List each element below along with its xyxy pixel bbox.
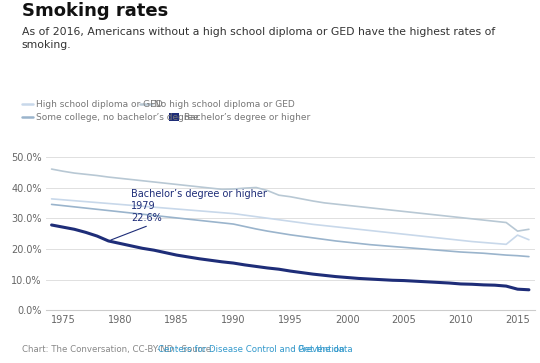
- Text: High school diploma or GED: High school diploma or GED: [36, 99, 163, 109]
- Text: Centers for Disease Control and Prevention: Centers for Disease Control and Preventi…: [158, 344, 345, 354]
- Text: Smoking rates: Smoking rates: [22, 2, 168, 20]
- Text: Bachelor’s degree or higher: Bachelor’s degree or higher: [184, 113, 310, 122]
- Text: ·: ·: [288, 344, 297, 354]
- Text: Get the data: Get the data: [298, 344, 353, 354]
- Text: No high school diploma or GED: No high school diploma or GED: [154, 99, 295, 109]
- Text: Some college, no bachelor’s degree: Some college, no bachelor’s degree: [36, 113, 199, 122]
- Text: Chart: The Conversation, CC-BY-ND · Source:: Chart: The Conversation, CC-BY-ND · Sour…: [22, 344, 217, 354]
- Text: As of 2016, Americans without a high school diploma or GED have the highest rate: As of 2016, Americans without a high sch…: [22, 27, 495, 50]
- Text: Bachelor’s degree or higher
1979
22.6%: Bachelor’s degree or higher 1979 22.6%: [111, 189, 267, 240]
